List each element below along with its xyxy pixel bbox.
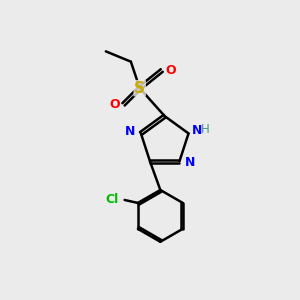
Text: H: H xyxy=(201,122,210,136)
Text: N: N xyxy=(125,125,136,139)
Text: O: O xyxy=(165,64,176,77)
Text: N: N xyxy=(192,124,202,137)
Text: Cl: Cl xyxy=(106,194,119,206)
Text: S: S xyxy=(134,81,145,96)
Text: O: O xyxy=(109,98,120,111)
Text: N: N xyxy=(185,156,195,170)
